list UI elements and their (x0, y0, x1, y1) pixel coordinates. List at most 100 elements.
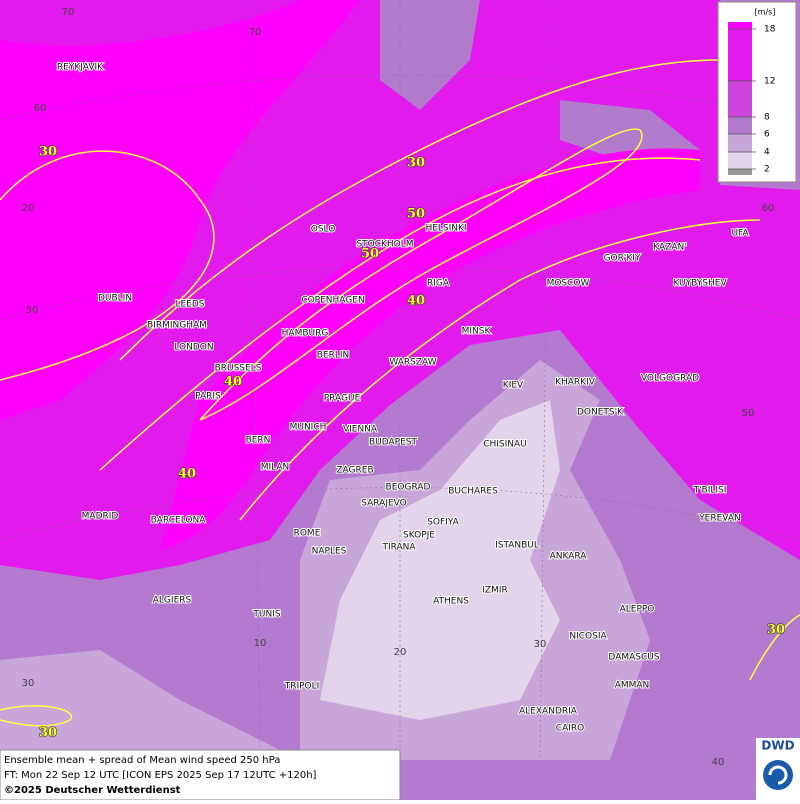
city-label: MINSK (462, 327, 492, 337)
contour-line (0, 705, 73, 727)
city-label: SARAJEVO (361, 499, 407, 509)
legend-tick-label: 18 (764, 25, 776, 35)
city-label: HAMBURG (282, 329, 329, 339)
grid-label: 20 (22, 203, 35, 214)
city-label: BERLIN (317, 351, 350, 361)
city-label: ATHENS (433, 597, 469, 607)
contour-label: 30 (407, 156, 425, 171)
legend-band (728, 22, 752, 29)
logo: DWD (761, 739, 794, 753)
city-label: BERN (246, 436, 271, 446)
weak-wind-area (380, 0, 700, 160)
city-label: KIEV (503, 381, 524, 391)
logo-emblem (763, 760, 793, 790)
city-label: ALEXANDRIA (519, 707, 578, 717)
grid-label: 70 (249, 27, 262, 38)
city-label: NAPLES (312, 547, 347, 557)
city-label: REYKJAVIK (57, 63, 104, 73)
city-label: MADRID (82, 512, 119, 522)
footer-box (0, 749, 401, 801)
contour-label: 50 (361, 247, 379, 262)
city-label: VOLGOGRAD (641, 374, 699, 384)
city-label: WARSZAW (389, 358, 436, 368)
legend: [m/s] 2 4 6 8 12 18 (717, 1, 797, 183)
grid-label: 50 (26, 305, 39, 316)
contour-label: 40 (224, 375, 242, 390)
city-label: SKOPJE (403, 531, 435, 541)
contour-line (239, 219, 761, 521)
city-label: KHARKIV (555, 378, 596, 388)
grid-label: 70 (62, 7, 75, 18)
city-label: COPENHAGEN (301, 296, 364, 306)
city-label: ANKARA (550, 552, 588, 562)
legend-tick-label: 4 (764, 148, 770, 158)
city-label: ALEPPO (620, 605, 655, 615)
legend-band-low (728, 169, 752, 175)
grid-label: 30 (534, 639, 547, 650)
legend-band (728, 152, 752, 169)
grid-label: 10 (254, 638, 267, 649)
legend-band (728, 81, 752, 117)
city-label: HELSINKI (425, 224, 466, 234)
city-label: OSLO (311, 225, 336, 235)
logo-swirl (768, 765, 788, 785)
legend-band (728, 117, 752, 134)
contour-label: 50 (407, 207, 425, 222)
city-label: ROME (294, 529, 321, 539)
city-label: MILAN (261, 463, 290, 473)
contours (0, 59, 800, 727)
city-label: SOFIYA (427, 518, 459, 528)
city-label: YEREVAN (698, 514, 741, 524)
city-label: MUNICH (290, 423, 327, 433)
city-label: IZMIR (482, 586, 508, 596)
grid-label: 30 (22, 678, 35, 689)
city-label: DAMASCUS (608, 653, 659, 663)
city-label: BUCHARES (448, 487, 498, 497)
legend-tick-label: 2 (764, 165, 770, 175)
city-label: DONETS'K (577, 408, 624, 418)
contour-label: 30 (39, 726, 57, 741)
contour-label: 40 (407, 294, 425, 309)
contour-line (119, 59, 721, 361)
city-label: PARIS (195, 392, 221, 402)
city-label: LEEDS (175, 300, 204, 310)
city-label: BEOGRAD (386, 483, 431, 493)
legend-unit: [m/s] (755, 8, 776, 17)
legend-tick-label: 12 (764, 77, 775, 87)
footer-copyright: ©2025 Deutscher Wetterdienst (4, 785, 181, 796)
city-label: BUDAPEST (369, 438, 418, 448)
legend-tick-label: 6 (764, 130, 770, 140)
calm-core (320, 400, 560, 720)
city-label: STOCKHOLM (356, 240, 413, 250)
city-label: BARCELONA (151, 516, 207, 526)
city-label: KUYBYSHEV (673, 279, 727, 289)
contour-label: 30 (767, 623, 785, 638)
city-label: PRAGUE (324, 394, 361, 404)
city-label: TRIPOLI (284, 682, 320, 692)
grid-label: 50 (742, 408, 755, 419)
city-label: NICOSIA (569, 632, 607, 642)
grid-label: 60 (34, 103, 47, 114)
grid-label: 60 (762, 203, 775, 214)
city-label: BIRMINGHAM (147, 321, 207, 331)
city-label: BRUSSELS (215, 364, 262, 374)
city-label: CAIRO (556, 724, 584, 734)
city-label: KAZAN' (653, 243, 686, 253)
city-label: AMMAN (615, 681, 650, 691)
legend-band (728, 134, 752, 152)
city-label: CHISINAU (483, 440, 527, 450)
contour-line (0, 150, 215, 381)
city-label: ISTANBUL (495, 541, 539, 551)
legend-band (728, 29, 752, 81)
grid-label: 20 (394, 647, 407, 658)
grid-label: 40 (712, 757, 725, 768)
city-label: TUNIS (252, 610, 280, 620)
jet-core (0, 0, 700, 550)
city-label: DUBLIN (98, 294, 132, 304)
city-label: ZAGREB (336, 466, 373, 476)
city-label: ALGIERS (153, 596, 192, 606)
city-label: MOSCOW (547, 279, 590, 289)
city-label: TIRANA (381, 543, 416, 553)
city-label: RIGA (427, 279, 450, 289)
